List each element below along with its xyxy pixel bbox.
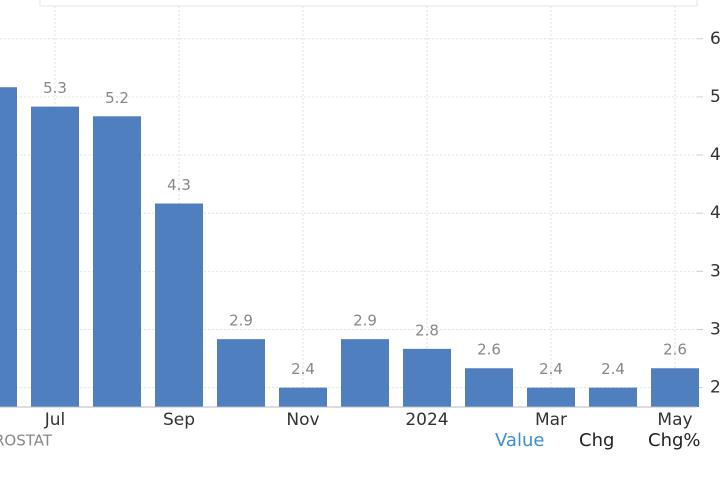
value-label: 2.6: [663, 341, 687, 359]
value-label: 2.4: [291, 360, 315, 378]
y-tick-label: 5: [710, 87, 720, 107]
x-tick-label: Mar: [535, 410, 567, 430]
bar: [155, 203, 203, 407]
bar: [651, 368, 699, 407]
bar: [93, 116, 141, 408]
y-tick-label: 4: [710, 145, 720, 165]
value-label: 2.8: [415, 321, 439, 339]
x-tick-label: Sep: [163, 410, 195, 430]
y-tick-label: 4: [710, 203, 720, 223]
value-label: 2.4: [601, 360, 625, 378]
value-label: 2.9: [353, 312, 377, 330]
y-tick-label: 3: [710, 319, 720, 339]
bar: [589, 387, 637, 407]
bar: [403, 348, 451, 407]
frame: [39, 0, 698, 7]
bar: [0, 87, 17, 407]
bar: [465, 368, 513, 407]
value-label: 2.4: [539, 360, 563, 378]
value-label: 2.9: [229, 312, 253, 330]
bar: [527, 387, 575, 407]
x-tick-label: May: [657, 410, 692, 430]
y-tick-label: 3: [710, 261, 720, 281]
value-label: 2.6: [477, 341, 501, 359]
x-tick-label: Nov: [286, 410, 319, 430]
source: ROSTAT: [0, 432, 53, 450]
y-tick-label: 6: [710, 29, 720, 49]
x-tick-label: 2024: [405, 410, 448, 430]
x-tick-label: Jul: [44, 410, 66, 430]
chg-pct-button[interactable]: Chg%: [648, 430, 701, 451]
bar: [217, 339, 265, 407]
bar: [279, 387, 327, 407]
chg-button[interactable]: Chg: [579, 430, 614, 451]
value-button[interactable]: Value: [495, 430, 544, 451]
value-label: 5.2: [105, 89, 129, 107]
bar: [31, 106, 79, 407]
value-label: 5.3: [43, 79, 67, 97]
y-tick-label: 2: [710, 378, 720, 398]
value-label: 4.3: [167, 176, 191, 194]
bar: [341, 339, 389, 407]
